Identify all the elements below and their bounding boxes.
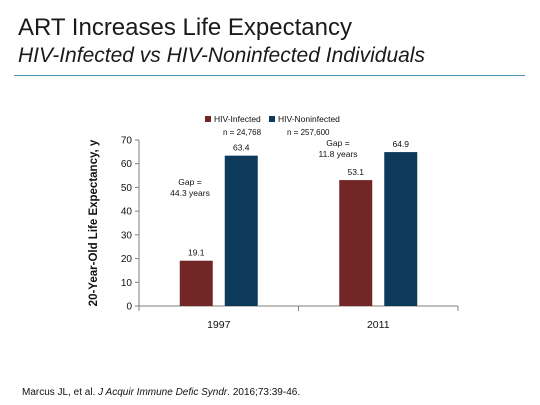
citation: Marcus JL, et al. J Acquir Immune Defic … <box>22 387 300 398</box>
sample-size-label: n = 257,600 <box>287 128 330 137</box>
legend-label: HIV-Noninfected <box>278 114 340 124</box>
data-label: 53.1 <box>347 167 364 177</box>
y-tick-label: 50 <box>121 183 133 194</box>
data-label: 19.1 <box>188 248 205 258</box>
y-tick-label: 20 <box>121 254 133 265</box>
gap-annotation: 44.3 years <box>170 188 210 198</box>
y-tick-label: 10 <box>121 278 133 289</box>
citation-journal: J Acquir Immune Defic Syndr <box>98 387 228 398</box>
legend-swatch-hiv-infected <box>205 116 211 122</box>
slide-title: ART Increases Life Expectancy <box>18 14 352 41</box>
bar-2011-hiv-noninfected <box>384 152 418 306</box>
bar-2011-hiv-infected <box>339 180 373 306</box>
y-tick-label: 30 <box>121 230 133 241</box>
y-tick-label: 70 <box>121 136 133 147</box>
x-category-label: 2011 <box>367 319 390 331</box>
citation-authors: Marcus JL, et al. <box>22 387 99 398</box>
data-label: 64.9 <box>392 139 409 149</box>
gap-annotation: 11.8 years <box>318 149 357 159</box>
gap-annotation: Gap = <box>326 138 349 148</box>
title-divider <box>14 75 525 76</box>
y-tick-label: 0 <box>126 302 132 313</box>
bar-1997-hiv-infected <box>179 260 213 306</box>
legend-label: HIV-Infected <box>214 114 261 124</box>
x-category-label: 1997 <box>207 319 231 331</box>
y-axis-title: 20-Year-Old Life Expectancy, y <box>88 139 100 306</box>
bar-1997-hiv-noninfected <box>224 155 258 306</box>
data-label: 63.4 <box>233 143 250 153</box>
slide-subtitle: HIV-Infected vs HIV-Noninfected Individu… <box>18 44 425 67</box>
sample-size-label: n = 24,768 <box>223 128 262 137</box>
gap-annotation: Gap = <box>178 177 201 187</box>
legend-swatch-hiv-noninfected <box>269 116 275 122</box>
y-tick-label: 60 <box>121 159 133 170</box>
y-tick-label: 40 <box>121 207 133 218</box>
citation-details: . 2016;73:39-46. <box>227 387 301 398</box>
